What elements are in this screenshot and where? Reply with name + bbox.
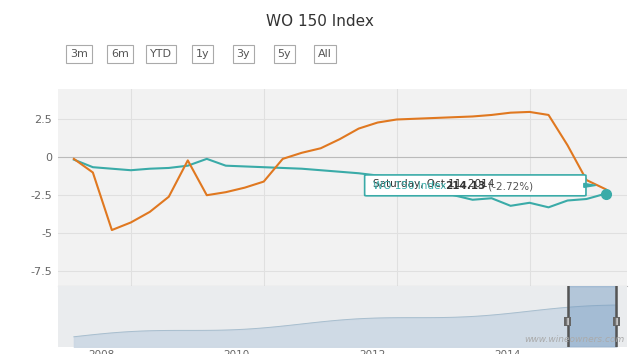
- Text: ||: ||: [565, 318, 570, 325]
- Text: All: All: [318, 49, 332, 59]
- Text: WO 150 Index: WO 150 Index: [373, 182, 450, 192]
- Text: YTD: YTD: [150, 49, 172, 59]
- Bar: [568, 286, 616, 347]
- Text: ||: ||: [614, 318, 619, 325]
- Text: 6m: 6m: [111, 49, 129, 59]
- Text: 5y: 5y: [278, 49, 291, 59]
- Text: 1y: 1y: [195, 49, 209, 59]
- Text: WO 150 Index: WO 150 Index: [266, 14, 374, 29]
- Text: 3y: 3y: [236, 49, 250, 59]
- Polygon shape: [584, 183, 596, 187]
- Text: Saturday, Oct 11, 2014: Saturday, Oct 11, 2014: [373, 179, 495, 189]
- Text: 3m: 3m: [70, 49, 88, 59]
- Text: (-2.72%): (-2.72%): [484, 182, 532, 192]
- Text: 214.13: 214.13: [445, 182, 486, 192]
- FancyBboxPatch shape: [365, 175, 586, 196]
- Text: www.wineowners.com: www.wineowners.com: [524, 335, 625, 344]
